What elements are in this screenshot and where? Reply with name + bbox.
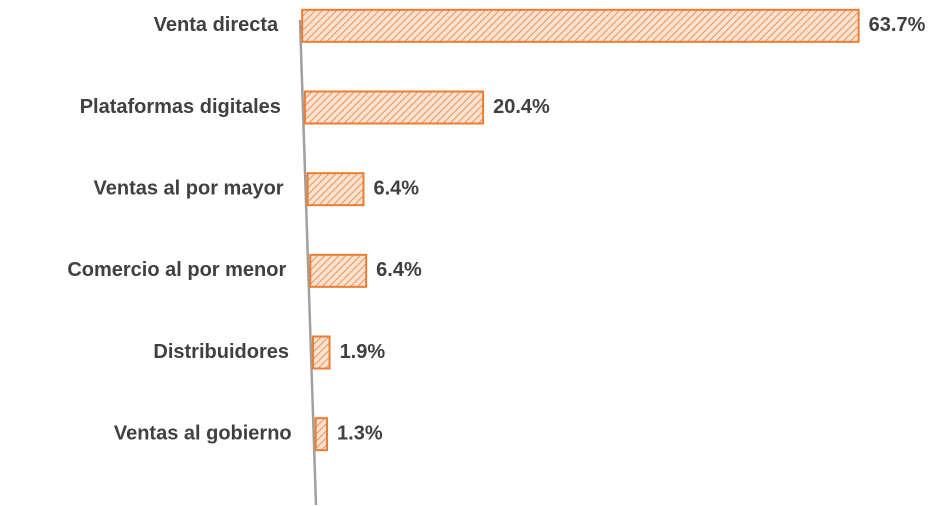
bar	[303, 90, 485, 125]
category-label: Ventas al por mayor	[94, 177, 284, 199]
category-label: Ventas al gobierno	[114, 422, 292, 444]
value-label: 63.7%	[869, 14, 926, 36]
value-label: 20.4%	[493, 96, 550, 118]
category-label: Venta directa	[154, 14, 279, 36]
bar	[309, 253, 368, 288]
value-label: 6.4%	[373, 177, 419, 199]
value-label: 6.4%	[376, 259, 422, 281]
bar	[306, 172, 365, 207]
bar	[301, 8, 860, 43]
value-label: 1.9%	[340, 341, 386, 363]
category-label: Plataformas digitales	[80, 96, 281, 118]
value-label: 1.3%	[337, 422, 383, 444]
category-label: Comercio al por menor	[67, 259, 286, 281]
bar	[311, 335, 331, 370]
axis-line	[298, 19, 318, 506]
bar	[314, 417, 329, 452]
category-label: Distribuidores	[153, 341, 289, 363]
